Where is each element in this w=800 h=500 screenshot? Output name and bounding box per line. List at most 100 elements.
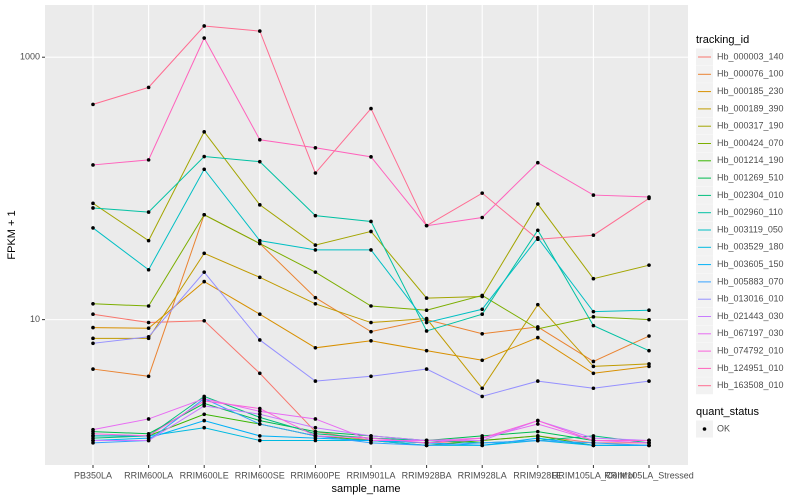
data-point <box>536 335 540 340</box>
data-point <box>146 438 151 443</box>
data-point <box>146 374 151 379</box>
legend-point <box>702 427 707 431</box>
data-point <box>146 85 151 90</box>
x-tick-label: RRIM105LA_Control <box>552 470 635 480</box>
data-point <box>480 307 485 312</box>
data-point <box>258 241 262 246</box>
data-point <box>313 434 318 438</box>
data-point <box>647 263 651 267</box>
data-point <box>424 441 429 445</box>
data-point <box>258 422 262 426</box>
data-point <box>591 309 596 314</box>
data-point <box>424 443 429 448</box>
plot-panel <box>45 5 688 465</box>
data-point <box>591 323 596 328</box>
data-point <box>591 276 596 281</box>
data-point <box>313 425 318 430</box>
data-point <box>647 196 651 201</box>
data-point <box>258 338 262 342</box>
y-axis-title: FPKM + 1 <box>6 210 18 259</box>
data-point <box>369 338 373 343</box>
data-point <box>258 371 262 376</box>
data-point <box>313 295 318 300</box>
data-point <box>91 201 95 206</box>
legend-label: Hb_067197_030 <box>717 328 784 338</box>
data-point <box>313 213 318 218</box>
data-point <box>536 202 540 206</box>
x-tick-label: RRIM928LA <box>458 470 507 480</box>
y-tick-label: 10 <box>30 314 40 324</box>
data-point <box>202 270 206 274</box>
legend-label: Hb_000185_230 <box>717 86 784 96</box>
data-point <box>591 364 596 369</box>
data-point <box>313 270 318 274</box>
data-point <box>536 160 540 165</box>
data-point <box>91 341 95 346</box>
legend-label: Hb_163508_010 <box>717 380 784 390</box>
shape-legend-title: quant_status <box>696 406 759 418</box>
legend-label: Hb_074792_010 <box>717 345 784 355</box>
data-point <box>313 171 318 175</box>
legend-label: Hb_001269_510 <box>717 172 784 182</box>
data-point <box>591 233 596 238</box>
data-point <box>369 248 373 252</box>
data-point <box>647 308 651 313</box>
data-point <box>536 429 540 434</box>
data-point <box>313 248 318 252</box>
data-point <box>591 315 596 319</box>
data-point <box>258 406 262 411</box>
data-point <box>202 251 206 256</box>
legend-label: Hb_124951_010 <box>717 363 784 373</box>
data-point <box>369 304 373 308</box>
data-point <box>91 226 95 230</box>
data-point <box>647 362 651 366</box>
data-point <box>146 304 151 308</box>
data-point <box>258 29 262 33</box>
legend-label: Hb_003529_180 <box>717 242 784 252</box>
data-point <box>202 154 206 159</box>
data-point <box>91 206 95 210</box>
legend-label: Hb_003119_050 <box>717 224 783 234</box>
data-point <box>424 223 429 228</box>
data-point <box>91 336 95 341</box>
legend-label: Hb_003605_150 <box>717 259 784 269</box>
data-point <box>258 203 262 207</box>
x-tick-label: RRIM928LE <box>513 470 562 480</box>
x-tick-label: RRIM928BA <box>402 470 452 480</box>
data-point <box>202 24 206 28</box>
data-point <box>536 327 540 331</box>
legend-label: Hb_000003_140 <box>717 51 784 61</box>
data-point <box>369 320 373 325</box>
data-point <box>202 36 206 40</box>
data-point <box>202 418 206 423</box>
data-point <box>647 443 651 448</box>
data-point <box>258 412 262 417</box>
data-point <box>536 418 540 423</box>
x-tick-label: RRIM105LA_Stressed <box>604 470 694 480</box>
data-point <box>536 302 540 307</box>
data-point <box>591 193 596 197</box>
data-point <box>146 417 151 421</box>
data-point <box>258 275 262 280</box>
data-point <box>424 329 429 333</box>
legend-label: Hb_013016_010 <box>717 294 784 304</box>
data-point <box>480 331 485 336</box>
data-point <box>647 438 651 443</box>
data-point <box>536 422 540 426</box>
data-point <box>313 302 318 306</box>
data-point <box>424 316 429 321</box>
legend-label: OK <box>717 423 730 433</box>
data-point <box>202 167 206 172</box>
data-point <box>91 102 95 107</box>
x-tick-label: RRIM600SE <box>235 470 285 480</box>
data-point <box>258 415 262 420</box>
data-point <box>369 374 373 379</box>
data-point <box>202 130 206 134</box>
data-point <box>424 367 429 371</box>
data-point <box>202 399 206 403</box>
data-point <box>91 367 95 371</box>
data-point <box>258 418 262 423</box>
data-point <box>480 386 485 391</box>
